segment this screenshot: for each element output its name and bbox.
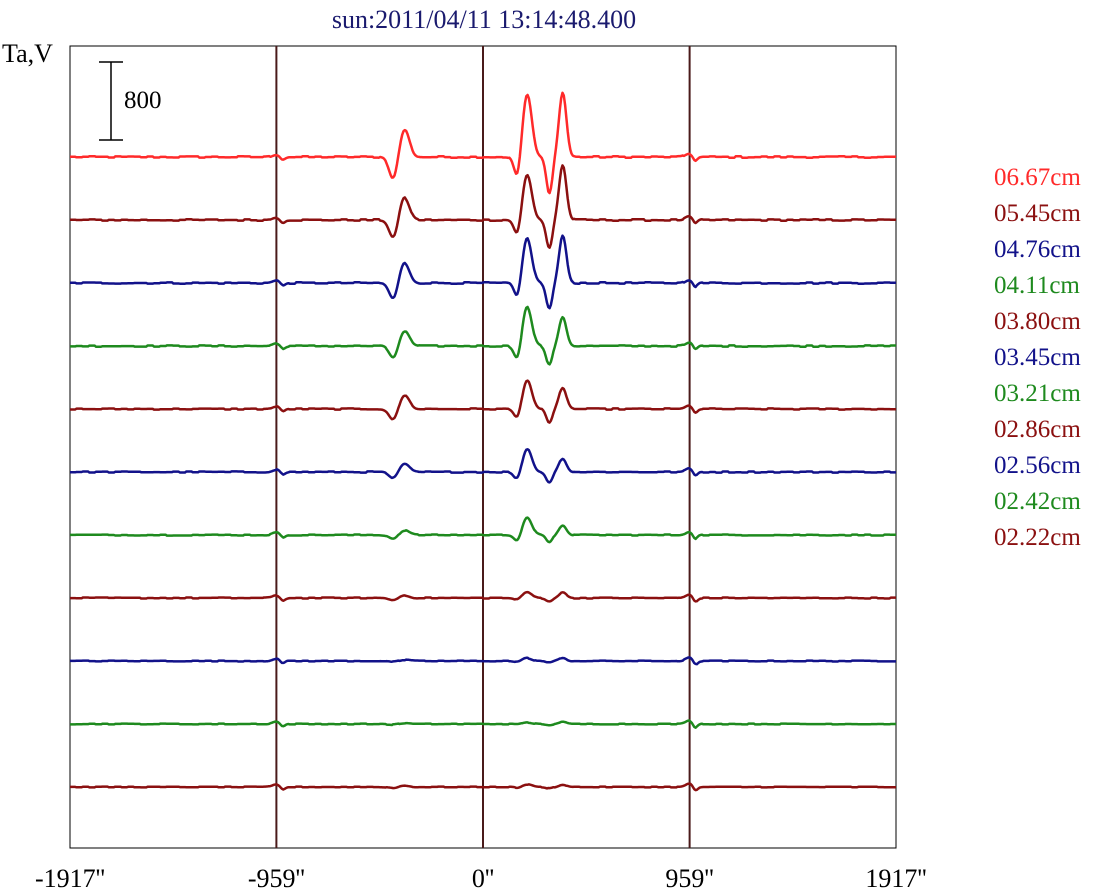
x-tick-label: -959'' <box>248 864 305 893</box>
trace-line-06.67cm <box>70 91 896 195</box>
trace-line-02.86cm <box>70 590 896 603</box>
legend-item: 06.67cm <box>994 164 1081 191</box>
x-tick-labels: -1917'' -959'' 0'' 959'' 1917'' <box>35 864 927 893</box>
chart-title: sun:2011/04/11 13:14:48.400 <box>332 5 636 34</box>
scale-bar: 800 <box>99 61 162 141</box>
legend-item: 03.45cm <box>994 344 1081 371</box>
legend-item: 05.45cm <box>994 200 1081 227</box>
x-tick-label: 959'' <box>665 864 713 893</box>
trace-line-05.45cm <box>70 164 896 249</box>
trace-line-03.80cm <box>70 379 896 424</box>
trace-line-03.45cm <box>70 448 896 484</box>
legend-item: 02.42cm <box>994 488 1081 515</box>
legend-item: 03.21cm <box>994 380 1081 407</box>
legend-item: 02.86cm <box>994 416 1081 443</box>
x-tick-label: 1917'' <box>865 864 926 893</box>
legend-item: 04.76cm <box>994 236 1081 263</box>
legend: 06.67cm 05.45cm 04.76cm 04.11cm 03.80cm 03.45… <box>994 164 1081 551</box>
legend-item: 02.22cm <box>994 524 1081 551</box>
trace-line-03.21cm <box>70 516 896 544</box>
trace-line-02.42cm <box>70 719 896 729</box>
legend-item: 03.80cm <box>994 308 1081 335</box>
x-tick-label: 0'' <box>472 864 494 893</box>
reference-lines <box>275 46 691 848</box>
trace-line-04.11cm <box>70 305 896 366</box>
legend-item: 02.56cm <box>994 452 1081 479</box>
trace-group <box>70 91 896 792</box>
x-tick-label: -1917'' <box>35 864 105 893</box>
trace-line-02.56cm <box>70 656 896 666</box>
trace-line-02.22cm <box>70 782 896 792</box>
trace-line-04.76cm <box>70 234 896 310</box>
scale-bar-label: 800 <box>124 87 162 114</box>
y-axis-label: Ta,V <box>2 39 53 68</box>
legend-item: 04.11cm <box>994 272 1080 299</box>
